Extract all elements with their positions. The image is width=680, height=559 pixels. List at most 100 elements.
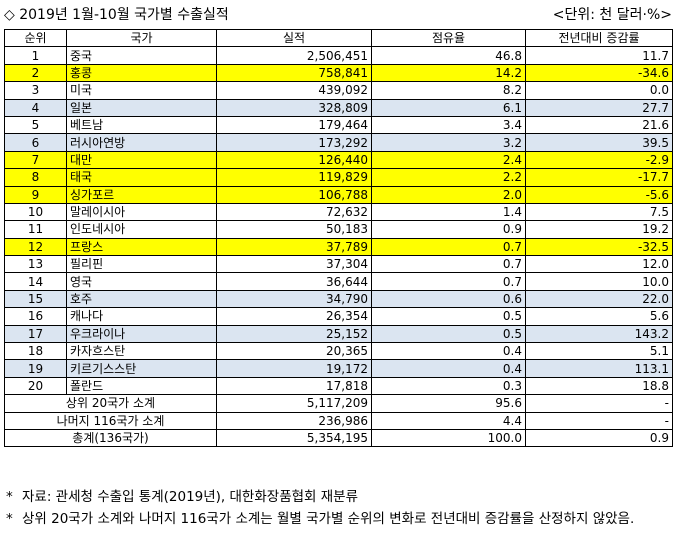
share-cell: 0.9 <box>371 220 526 239</box>
report-header: ◇ 2019년 1월-10월 국가별 수출실적 <단위: 천 달러·%> <box>4 2 676 26</box>
country-cell: 태국 <box>66 168 217 187</box>
amount-cell: 50,183 <box>216 220 372 239</box>
table-row: 10 말레이시아 72,632 1.4 7.5 <box>4 202 673 222</box>
share-cell: 0.7 <box>371 272 526 291</box>
rank-cell: 6 <box>4 133 67 152</box>
change-cell: -5.6 <box>525 185 673 204</box>
change-cell: - <box>525 411 673 430</box>
change-cell: 11.7 <box>525 46 673 65</box>
footnotes: * 자료: 관세청 수출입 통계(2019년), 대한화장품협회 재분류 * 상… <box>4 486 676 530</box>
rank-cell: 3 <box>4 81 67 100</box>
amount-cell: 106,788 <box>216 185 372 204</box>
table-row: 11 인도네시아 50,183 0.9 19.2 <box>4 220 673 239</box>
change-cell: 0.0 <box>525 81 673 100</box>
amount-cell: 19,172 <box>216 359 372 378</box>
country-cell: 인도네시아 <box>66 220 217 239</box>
country-cell: 우크라이나 <box>66 324 217 344</box>
amount-cell: 2,506,451 <box>216 46 372 65</box>
amount-cell: 236,986 <box>216 411 372 430</box>
share-cell: 2.2 <box>371 168 526 187</box>
amount-cell: 20,365 <box>216 342 372 361</box>
rank-cell: 2 <box>4 63 67 83</box>
rank-cell: 17 <box>4 324 67 344</box>
table-row: 7 대만 126,440 2.4 -2.9 <box>4 150 673 170</box>
footnote-text: 상위 20국가 소계와 나머지 116국가 소계는 월별 국가별 순위의 변화로… <box>22 511 635 527</box>
summary-label: 상위 20국가 소계 <box>4 394 217 413</box>
unit-label: <단위: 천 달러·%> <box>552 7 672 23</box>
share-cell: 100.0 <box>371 428 526 448</box>
share-cell: 4.4 <box>371 411 526 430</box>
summary-row: 총계(136국가) 5,354,195 100.0 0.9 <box>4 428 673 448</box>
table-row: 15 호주 34,790 0.6 22.0 <box>4 289 673 309</box>
amount-cell: 34,790 <box>216 289 372 309</box>
rank-cell: 20 <box>4 376 67 396</box>
country-cell: 영국 <box>66 272 217 291</box>
share-cell: 0.5 <box>371 324 526 344</box>
change-cell: -34.6 <box>525 63 673 83</box>
rank-cell: 18 <box>4 342 67 361</box>
change-cell: 21.6 <box>525 115 673 135</box>
table-row: 8 태국 119,829 2.2 -17.7 <box>4 168 673 187</box>
change-cell: -32.5 <box>525 237 673 257</box>
change-cell: 5.6 <box>525 307 673 326</box>
country-cell: 일본 <box>66 98 217 117</box>
country-cell: 폴란드 <box>66 376 217 396</box>
footnote-method: * 상위 20국가 소계와 나머지 116국가 소계는 월별 국가별 순위의 변… <box>4 508 676 530</box>
summary-label: 총계(136국가) <box>4 428 217 448</box>
change-cell: 143.2 <box>525 324 673 344</box>
table-row: 20 폴란드 17,818 0.3 18.8 <box>4 376 673 396</box>
country-cell: 러시아연방 <box>66 133 217 152</box>
amount-cell: 328,809 <box>216 98 372 117</box>
country-cell: 베트남 <box>66 115 217 135</box>
rank-cell: 10 <box>4 202 67 222</box>
table-header-row: 순위 국가 실적 점유율 전년대비 증감률 <box>4 28 673 48</box>
table-row: 4 일본 328,809 6.1 27.7 <box>4 98 673 117</box>
change-cell: 19.2 <box>525 220 673 239</box>
rank-cell: 1 <box>4 46 67 65</box>
country-cell: 대만 <box>66 150 217 170</box>
change-cell: 7.5 <box>525 202 673 222</box>
amount-cell: 179,464 <box>216 115 372 135</box>
summary-label: 나머지 116국가 소계 <box>4 411 217 430</box>
change-cell: 27.7 <box>525 98 673 117</box>
country-cell: 중국 <box>66 46 217 65</box>
amount-cell: 25,152 <box>216 324 372 344</box>
amount-cell: 37,304 <box>216 255 372 274</box>
column-header-rank: 순위 <box>4 28 67 48</box>
rank-cell: 14 <box>4 272 67 291</box>
share-cell: 95.6 <box>371 394 526 413</box>
rank-cell: 5 <box>4 115 67 135</box>
change-cell: 10.0 <box>525 272 673 291</box>
change-cell: 18.8 <box>525 376 673 396</box>
report-title: ◇ 2019년 1월-10월 국가별 수출실적 <box>4 7 229 23</box>
share-cell: 0.6 <box>371 289 526 309</box>
country-cell: 필리핀 <box>66 255 217 274</box>
country-cell: 싱가포르 <box>66 185 217 204</box>
column-header-country: 국가 <box>66 28 217 48</box>
amount-cell: 36,644 <box>216 272 372 291</box>
amount-cell: 173,292 <box>216 133 372 152</box>
change-cell: 39.5 <box>525 133 673 152</box>
share-cell: 14.2 <box>371 63 526 83</box>
amount-cell: 17,818 <box>216 376 372 396</box>
share-cell: 0.4 <box>371 342 526 361</box>
rank-cell: 7 <box>4 150 67 170</box>
rank-cell: 15 <box>4 289 67 309</box>
rank-cell: 9 <box>4 185 67 204</box>
table-row: 19 키르기스스탄 19,172 0.4 113.1 <box>4 359 673 378</box>
table-row: 2 홍콩 758,841 14.2 -34.6 <box>4 63 673 83</box>
table-row: 9 싱가포르 106,788 2.0 -5.6 <box>4 185 673 204</box>
summary-row: 상위 20국가 소계 5,117,209 95.6- <box>4 394 673 413</box>
change-cell: 12.0 <box>525 255 673 274</box>
share-cell: 0.7 <box>371 237 526 257</box>
amount-cell: 72,632 <box>216 202 372 222</box>
table-body: 1 중국 2,506,451 46.8 11.7 2 홍콩 758,841 14.2 -34.6 3… <box>4 46 673 448</box>
column-header-amount: 실적 <box>216 28 372 48</box>
footnote-marker: * <box>6 489 13 505</box>
table-row: 6 러시아연방 173,292 3.2 39.5 <box>4 133 673 152</box>
amount-cell: 126,440 <box>216 150 372 170</box>
change-cell: 22.0 <box>525 289 673 309</box>
share-cell: 2.4 <box>371 150 526 170</box>
amount-cell: 758,841 <box>216 63 372 83</box>
rank-cell: 11 <box>4 220 67 239</box>
